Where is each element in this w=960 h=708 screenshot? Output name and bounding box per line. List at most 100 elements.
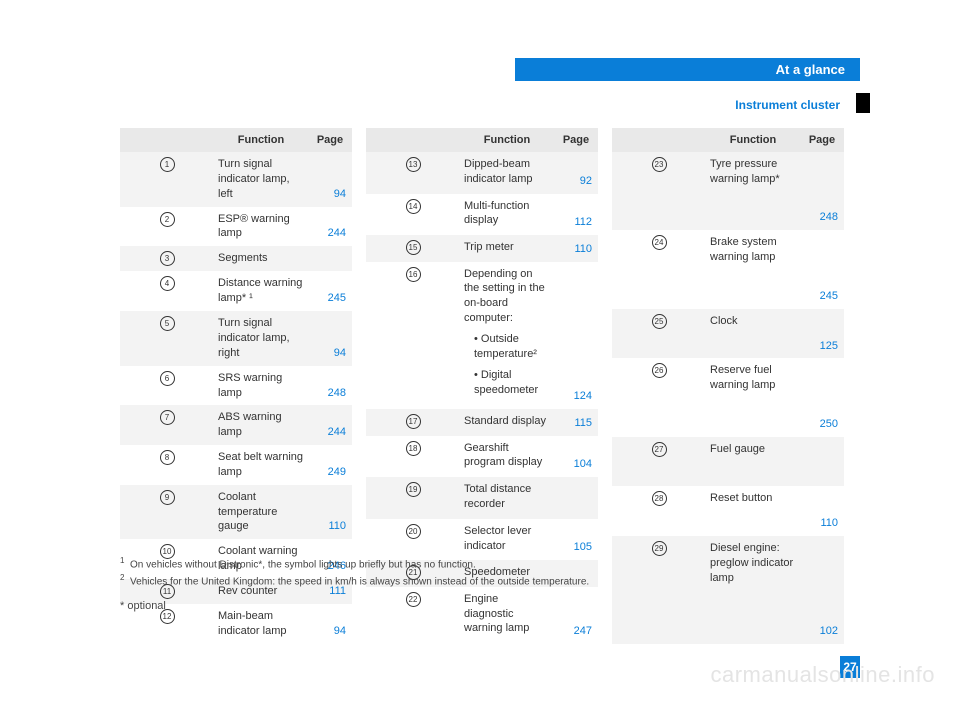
row-number: 9: [120, 485, 214, 540]
row-function: Engine diagnostic warning lamp: [460, 587, 554, 644]
row-page: [554, 477, 598, 519]
row-number: 7: [120, 405, 214, 445]
row-page: 110: [554, 235, 598, 261]
circled-number-icon: 3: [160, 251, 175, 266]
row-number: 15: [366, 235, 460, 261]
table-row: 1Turn signal indicator lamp, left94: [120, 152, 352, 207]
table-row: 23Tyre pressure warning lamp*248: [612, 152, 844, 230]
circled-number-icon: 28: [652, 491, 667, 506]
row-number: 3: [120, 246, 214, 271]
circled-number-icon: 7: [160, 410, 175, 425]
row-number: 14: [366, 194, 460, 236]
row-function: Main-beam indicator lamp: [214, 604, 308, 644]
side-tab: [856, 93, 870, 113]
col-page: Page: [554, 128, 598, 152]
table-row: 16Depending on the setting in the on-boa…: [366, 262, 598, 409]
row-page: 94: [308, 604, 352, 644]
row-function: Diesel engine: preglow indicator lamp: [706, 536, 800, 644]
row-function: Seat belt warning lamp: [214, 445, 308, 485]
row-number: 5: [120, 311, 214, 366]
row-function: Reserve fuel warning lamp: [706, 358, 800, 436]
circled-number-icon: 8: [160, 450, 175, 465]
col-spacer: [612, 128, 706, 152]
row-page: [308, 246, 352, 271]
circled-number-icon: 26: [652, 363, 667, 378]
row-function: ESP® warning lamp: [214, 207, 308, 247]
row-number: 29: [612, 536, 706, 644]
row-function: Reset button: [706, 486, 800, 536]
row-function: Multi-function display: [460, 194, 554, 236]
table-row: 26 Reserve fuel warning lamp250: [612, 358, 844, 436]
table-row: 27 Fuel gauge: [612, 437, 844, 487]
row-page: 102: [800, 536, 844, 644]
col-spacer: [366, 128, 460, 152]
table-row: 7ABS warning lamp244: [120, 405, 352, 445]
row-page: 124: [554, 262, 598, 409]
circled-number-icon: 1: [160, 157, 175, 172]
row-page: 249: [308, 445, 352, 485]
section-subtitle: Instrument cluster: [0, 98, 840, 112]
row-page: 94: [308, 152, 352, 207]
table-row: 6 SRS warning lamp248: [120, 366, 352, 406]
row-function: Clock: [706, 309, 800, 359]
table-row: 9Coolant temperature gauge110: [120, 485, 352, 540]
row-function: Coolant temperature gauge: [214, 485, 308, 540]
circled-number-icon: 4: [160, 276, 175, 291]
table-row: 24Brake system warning lamp245: [612, 230, 844, 308]
row-function: SRS warning lamp: [214, 366, 308, 406]
optional-note: * optional: [120, 600, 166, 612]
row-function: Brake system warning lamp: [706, 230, 800, 308]
circled-number-icon: 23: [652, 157, 667, 172]
col-page: Page: [308, 128, 352, 152]
circled-number-icon: 6: [160, 371, 175, 386]
table-row: 4Distance warning lamp* ¹245: [120, 271, 352, 311]
row-number: 23: [612, 152, 706, 230]
row-page: 247: [554, 587, 598, 644]
row-function: Total distance recorder: [460, 477, 554, 519]
row-number: 8: [120, 445, 214, 485]
circled-number-icon: 16: [406, 267, 421, 282]
table-row: 18Gearshift program display104: [366, 436, 598, 478]
circled-number-icon: 17: [406, 414, 421, 429]
col-page: Page: [800, 128, 844, 152]
row-page: 112: [554, 194, 598, 236]
row-function: Turn signal indicator lamp, right: [214, 311, 308, 366]
table-row: 3Segments: [120, 246, 352, 271]
row-number: 2: [120, 207, 214, 247]
row-number: 18: [366, 436, 460, 478]
watermark: carmanualsonline.info: [710, 662, 935, 688]
row-page: 244: [308, 405, 352, 445]
circled-number-icon: 13: [406, 157, 421, 172]
row-number: 4: [120, 271, 214, 311]
row-page: [800, 437, 844, 487]
row-page: 115: [554, 409, 598, 435]
circled-number-icon: 29: [652, 541, 667, 556]
row-number: 17: [366, 409, 460, 435]
row-page: 248: [308, 366, 352, 406]
circled-number-icon: 2: [160, 212, 175, 227]
row-number: 28: [612, 486, 706, 536]
circled-number-icon: 27: [652, 442, 667, 457]
row-function: Standard display: [460, 409, 554, 435]
row-page: 92: [554, 152, 598, 194]
row-function: Tyre pressure warning lamp*: [706, 152, 800, 230]
row-number: 19: [366, 477, 460, 519]
row-number: 6: [120, 366, 214, 406]
circled-number-icon: 15: [406, 240, 421, 255]
row-number: 13: [366, 152, 460, 194]
row-page: 250: [800, 358, 844, 436]
row-function: Gearshift program display: [460, 436, 554, 478]
circled-number-icon: 20: [406, 524, 421, 539]
row-number: 26: [612, 358, 706, 436]
row-function: Fuel gauge: [706, 437, 800, 487]
table-row: 25Clock125: [612, 309, 844, 359]
col-spacer: [120, 128, 214, 152]
table-row: 8 Seat belt warning lamp249: [120, 445, 352, 485]
col-function: Function: [460, 128, 554, 152]
row-number: 22: [366, 587, 460, 644]
function-table-3: Function Page 23Tyre pressure warning la…: [612, 128, 844, 644]
row-function: Trip meter: [460, 235, 554, 261]
table-row: 15 Trip meter110: [366, 235, 598, 261]
row-page: 110: [800, 486, 844, 536]
row-number: 24: [612, 230, 706, 308]
